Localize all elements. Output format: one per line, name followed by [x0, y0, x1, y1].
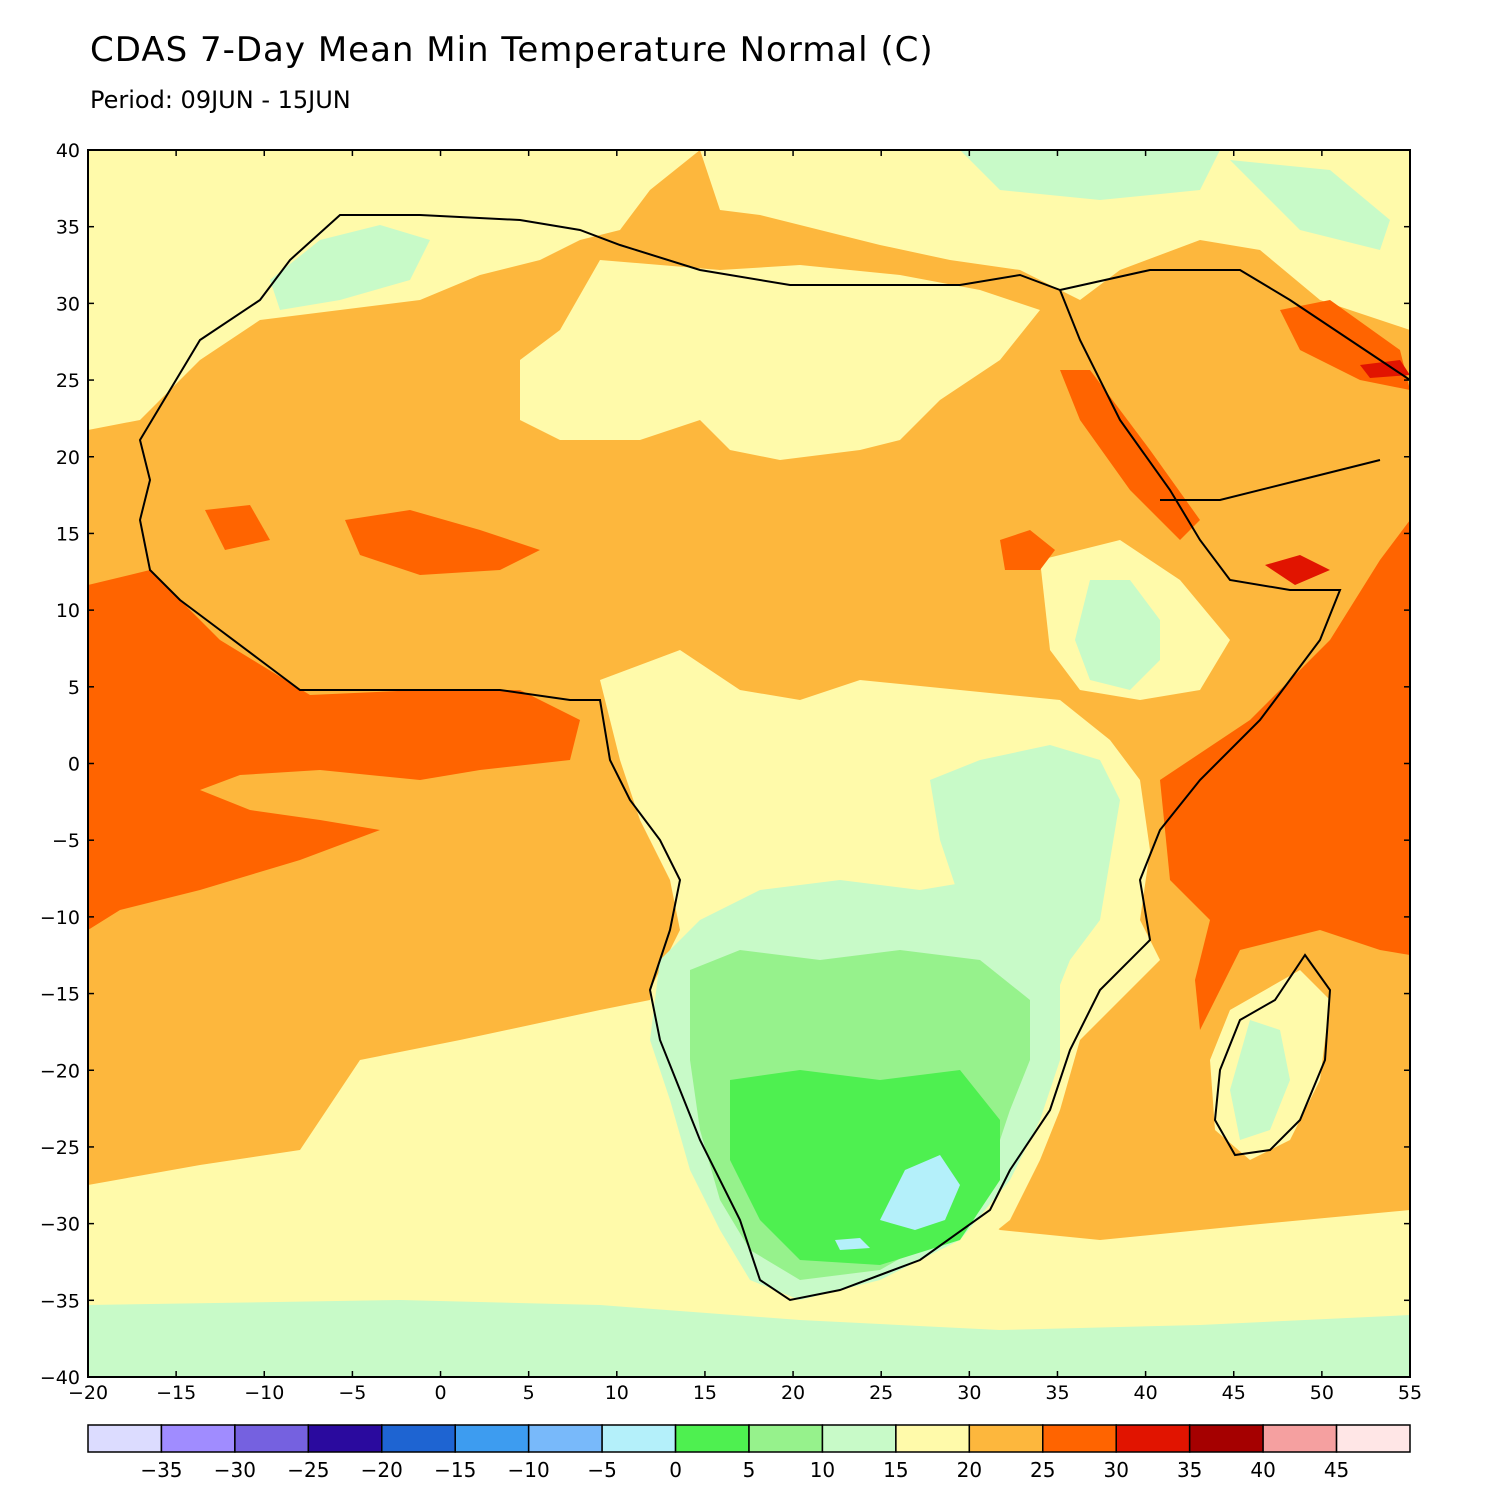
ethiopia-15-band [1075, 580, 1160, 690]
sahara-20-band [520, 260, 1040, 460]
lon-tick-label: 40 [1134, 1382, 1158, 1404]
colorbar-swatch [1188, 1424, 1264, 1453]
lat-tick-label: −25 [40, 1137, 80, 1159]
lon-tick-label: −5 [338, 1382, 366, 1404]
coastline-outline [138, 214, 1410, 1302]
north-africa-20-band [88, 150, 700, 430]
sahel-30-band [345, 510, 540, 575]
colorbar-swatch [234, 1424, 310, 1453]
lon-tick-label: 55 [1398, 1382, 1422, 1404]
sudan-30-band [1000, 530, 1055, 570]
colorbar-swatch [821, 1424, 897, 1453]
colorbar-swatch [527, 1424, 603, 1453]
map-subtitle: Period: 09JUN - 15JUN [90, 86, 351, 114]
lat-tick-label: 5 [68, 677, 80, 699]
colorbar-label: 0 [669, 1458, 682, 1482]
colorbar-label: −35 [140, 1458, 182, 1482]
indian-ocean-30-band [1160, 520, 1410, 1030]
colorbar-label: −25 [287, 1458, 329, 1482]
lon-tick-label: 50 [1310, 1382, 1334, 1404]
madagascar-coastline [1213, 953, 1332, 1157]
colorbar-swatch [160, 1424, 236, 1453]
south-ocean-15-band [88, 1300, 1410, 1377]
colorbar-label: 15 [883, 1458, 908, 1482]
colorbar-swatch [895, 1424, 971, 1453]
lon-tick-label: 30 [957, 1382, 981, 1404]
colorbar-label: 10 [810, 1458, 835, 1482]
cape-0-band [835, 1238, 870, 1250]
colorbar-swatch [87, 1424, 163, 1453]
colorbar-label: −30 [214, 1458, 256, 1482]
turkey-15-band [960, 150, 1220, 200]
colorbar: −35 −30 −25 −20 −15 −10 −5 0 5 10 15 20 25 30 35 40 45 [87, 1424, 1411, 1482]
lat-tick-label: 40 [56, 140, 80, 162]
lon-tick-label: −15 [156, 1382, 196, 1404]
lat-tick-label: 25 [56, 370, 80, 392]
lon-tick-label: 5 [523, 1382, 535, 1404]
colorbar-swatch [1335, 1424, 1411, 1453]
lat-tick-label: 20 [56, 447, 80, 469]
lon-tick-label: 0 [434, 1382, 446, 1404]
lat-tick-label: −20 [40, 1060, 80, 1082]
africa-coastline [138, 214, 1342, 1302]
red-sea-30-band [1060, 370, 1200, 540]
lon-tick-label: −20 [68, 1382, 108, 1404]
colorbar-label: 30 [1103, 1458, 1128, 1482]
lat-tick-label: 35 [56, 217, 80, 239]
lat-tick-label: 15 [56, 523, 80, 545]
colorbar-swatch [968, 1424, 1044, 1453]
axes: −20 −15 −10 −5 0 5 10 15 20 25 30 35 40 45 50 55−40−35−… [40, 140, 1422, 1404]
lon-tick-label: 10 [605, 1382, 629, 1404]
lat-tick-label: −35 [40, 1290, 80, 1312]
atlantic-30-band [88, 570, 580, 930]
colorbar-swatch [454, 1424, 530, 1453]
arabia-coastline [1059, 269, 1410, 501]
persian-gulf-35-band [1360, 360, 1410, 378]
colorbar-label: −20 [361, 1458, 403, 1482]
colorbar-swatch [1115, 1424, 1191, 1453]
colorbar-swatch [601, 1424, 677, 1453]
colorbar-swatch [381, 1424, 456, 1453]
sahel-west-30-band [205, 505, 270, 550]
colorbar-label: 45 [1324, 1458, 1349, 1482]
lesotho-0-band [880, 1155, 960, 1230]
colorbar-label: −10 [508, 1458, 550, 1482]
lon-tick-label: 35 [1045, 1382, 1069, 1404]
gulf-aden-35-band [1265, 555, 1330, 585]
mediterranean-20-band [700, 150, 1410, 330]
lat-tick-label: 10 [56, 600, 80, 622]
lat-tick-label: −30 [40, 1214, 80, 1236]
colorbar-label: 35 [1177, 1458, 1202, 1482]
madagascar-15-band [1230, 1020, 1290, 1140]
lat-tick-label: −5 [52, 830, 80, 852]
lon-tick-label: 25 [869, 1382, 893, 1404]
lat-tick-label: −40 [40, 1367, 80, 1389]
iran-15-band [1230, 160, 1390, 250]
colorbar-label: 5 [743, 1458, 756, 1482]
colorbar-label: 40 [1250, 1458, 1275, 1482]
atlas-15-band [270, 225, 430, 310]
colorbar-swatch [674, 1424, 750, 1453]
colorbar-swatch [748, 1424, 824, 1453]
colorbar-label: −15 [434, 1458, 476, 1482]
lon-tick-label: 15 [693, 1382, 717, 1404]
lon-tick-label: −10 [244, 1382, 284, 1404]
lat-tick-label: 30 [56, 293, 80, 315]
lat-tick-label: −15 [40, 984, 80, 1006]
colorbar-swatch [307, 1424, 383, 1453]
colorbar-label: 20 [957, 1458, 982, 1482]
colorbar-swatch [1042, 1424, 1117, 1453]
lat-tick-label: −10 [40, 907, 80, 929]
colorbar-swatch [1262, 1424, 1338, 1453]
lon-tick-label: 20 [781, 1382, 805, 1404]
colorbar-label: 25 [1030, 1458, 1055, 1482]
map-field [88, 150, 1410, 1377]
map-title: CDAS 7-Day Mean Min Temperature Normal (… [90, 30, 934, 70]
lat-tick-label: 0 [68, 754, 80, 776]
colorbar-label: −5 [587, 1458, 616, 1482]
lon-tick-label: 45 [1222, 1382, 1246, 1404]
